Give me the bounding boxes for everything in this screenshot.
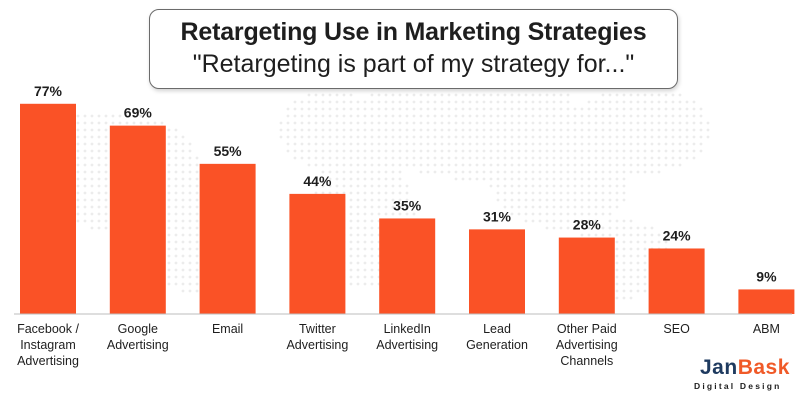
chart-subtitle: "Retargeting is part of my strategy for.… bbox=[192, 50, 635, 78]
category-label-9: ABM bbox=[753, 322, 780, 336]
category-label-line: Advertising bbox=[556, 338, 618, 352]
value-label-7: 28% bbox=[573, 217, 602, 233]
value-label-8: 24% bbox=[663, 227, 692, 243]
category-label-1: Facebook / Instagram Advertising bbox=[17, 322, 79, 368]
category-label-line: Instagram bbox=[20, 338, 76, 352]
logo-wordmark-dark: Jan bbox=[700, 356, 738, 379]
bar-6 bbox=[469, 229, 525, 314]
value-label-6: 31% bbox=[483, 208, 512, 224]
value-label-4: 44% bbox=[303, 173, 332, 189]
category-label-line: Other Paid bbox=[557, 322, 617, 336]
category-label-line: ABM bbox=[753, 322, 780, 336]
category-label-line: Generation bbox=[466, 338, 528, 352]
chart-title: Retargeting Use in Marketing Strategies bbox=[180, 18, 647, 46]
category-label-7: Other Paid Advertising Channels bbox=[556, 322, 618, 368]
value-label-9: 9% bbox=[756, 268, 777, 284]
title-box: Retargeting Use in Marketing Strategies … bbox=[149, 9, 678, 89]
value-label-2: 69% bbox=[124, 105, 153, 121]
bar-3 bbox=[199, 163, 256, 314]
category-label-3: Email bbox=[212, 322, 243, 336]
category-label-line: Advertising bbox=[17, 354, 79, 368]
value-labels-group: 77% 69% 55% 44% 35% 31% 28% 24% 9% bbox=[34, 83, 777, 285]
category-label-line: Facebook / bbox=[17, 322, 79, 336]
category-label-4: Twitter Advertising bbox=[286, 322, 348, 352]
category-label-line: Twitter bbox=[299, 322, 336, 336]
category-label-line: LinkedIn bbox=[384, 322, 431, 336]
category-label-line: Lead bbox=[483, 322, 511, 336]
category-label-line: Google bbox=[118, 322, 158, 336]
bar-4 bbox=[289, 193, 346, 314]
bar-2 bbox=[109, 125, 166, 314]
category-labels-group: Facebook / Instagram Advertising Google Adve… bbox=[17, 322, 780, 368]
logo-wordmark: JanBask bbox=[700, 356, 790, 380]
value-label-5: 35% bbox=[393, 197, 422, 213]
bar-7 bbox=[558, 237, 615, 314]
logo-tagline: Digital Design bbox=[694, 381, 782, 391]
logo-wordmark-accent: Bask bbox=[737, 356, 790, 379]
category-label-line: Advertising bbox=[376, 338, 438, 352]
value-label-3: 55% bbox=[214, 143, 243, 159]
category-label-line: SEO bbox=[663, 322, 690, 336]
bar-8 bbox=[648, 248, 705, 314]
category-label-line: Email bbox=[212, 322, 243, 336]
janbask-logo: JanBask Digital Design bbox=[692, 356, 792, 396]
bar-5 bbox=[379, 218, 436, 314]
bar-9 bbox=[738, 289, 795, 314]
value-label-1: 77% bbox=[34, 83, 63, 99]
bar-1 bbox=[20, 103, 76, 314]
bars-group bbox=[20, 103, 795, 314]
category-label-line: Advertising bbox=[107, 338, 169, 352]
category-label-5: LinkedIn Advertising bbox=[376, 322, 438, 352]
category-label-6: Lead Generation bbox=[466, 322, 528, 352]
category-label-2: Google Advertising bbox=[107, 322, 169, 352]
category-label-line: Advertising bbox=[286, 338, 348, 352]
category-label-line: Channels bbox=[560, 354, 613, 368]
category-label-8: SEO bbox=[663, 322, 690, 336]
